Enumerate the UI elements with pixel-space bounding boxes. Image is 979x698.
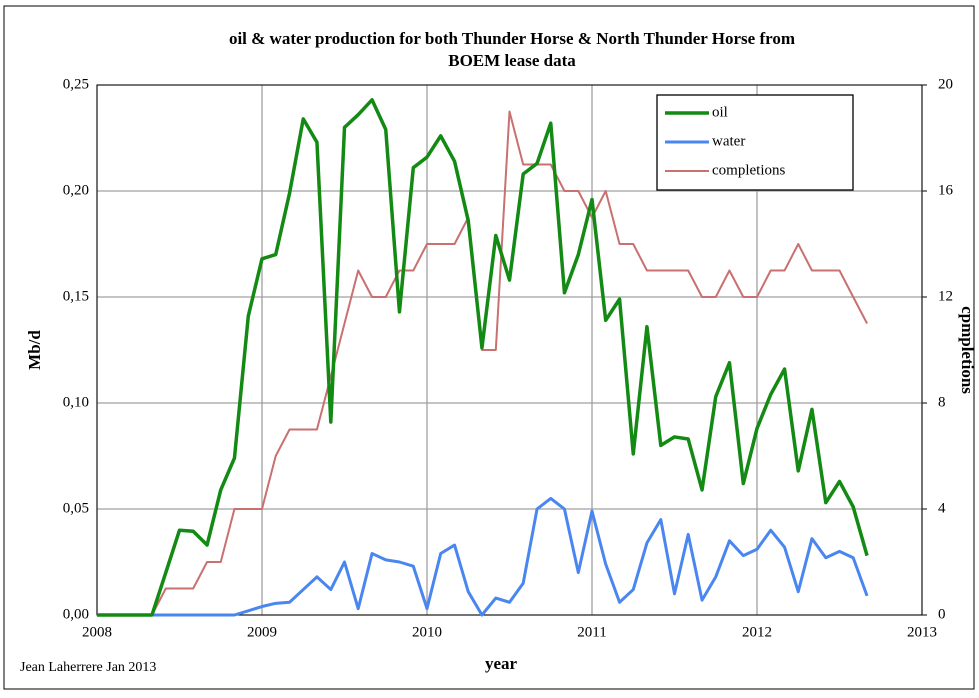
chart-frame (3, 5, 975, 690)
y-tick-label: 0,25 (63, 76, 89, 92)
y2-tick-label: 12 (938, 288, 953, 304)
annotation: Jean Laherrere Jan 2013 (20, 660, 156, 675)
y2-tick-label: 8 (938, 394, 946, 410)
y-tick-label: 0,20 (63, 182, 89, 198)
y2-tick-label: 0 (938, 606, 946, 622)
legend-label: water (712, 133, 745, 149)
x-tick-label: 2012 (742, 624, 772, 640)
x-tick-label: 2013 (907, 624, 937, 640)
legend-label: oil (712, 104, 728, 120)
x-tick-label: 2011 (577, 624, 606, 640)
y-tick-label: 0,10 (63, 394, 89, 410)
series-line (97, 110, 868, 616)
y-tick-label: 0,15 (63, 288, 89, 304)
y2-tick-label: 20 (938, 76, 953, 92)
y2-tick-label: 4 (938, 500, 946, 516)
series-line (97, 496, 869, 617)
y2-tick-label: 16 (938, 182, 954, 198)
y2-axis-label: cpmpletions (958, 306, 977, 394)
x-tick-label: 2009 (247, 624, 277, 640)
y-tick-label: 0,05 (63, 500, 89, 516)
plot-frame (96, 84, 923, 616)
x-axis-label: year (485, 654, 518, 673)
series-line (97, 98, 869, 617)
x-tick-label: 2008 (82, 624, 112, 640)
chart-title: oil & water production for both Thunder … (229, 29, 795, 70)
y-axis-label: Mb/d (25, 330, 44, 370)
legend-label: completions (712, 162, 785, 178)
x-tick-label: 2010 (412, 624, 442, 640)
y-tick-label: 0,00 (63, 606, 89, 622)
